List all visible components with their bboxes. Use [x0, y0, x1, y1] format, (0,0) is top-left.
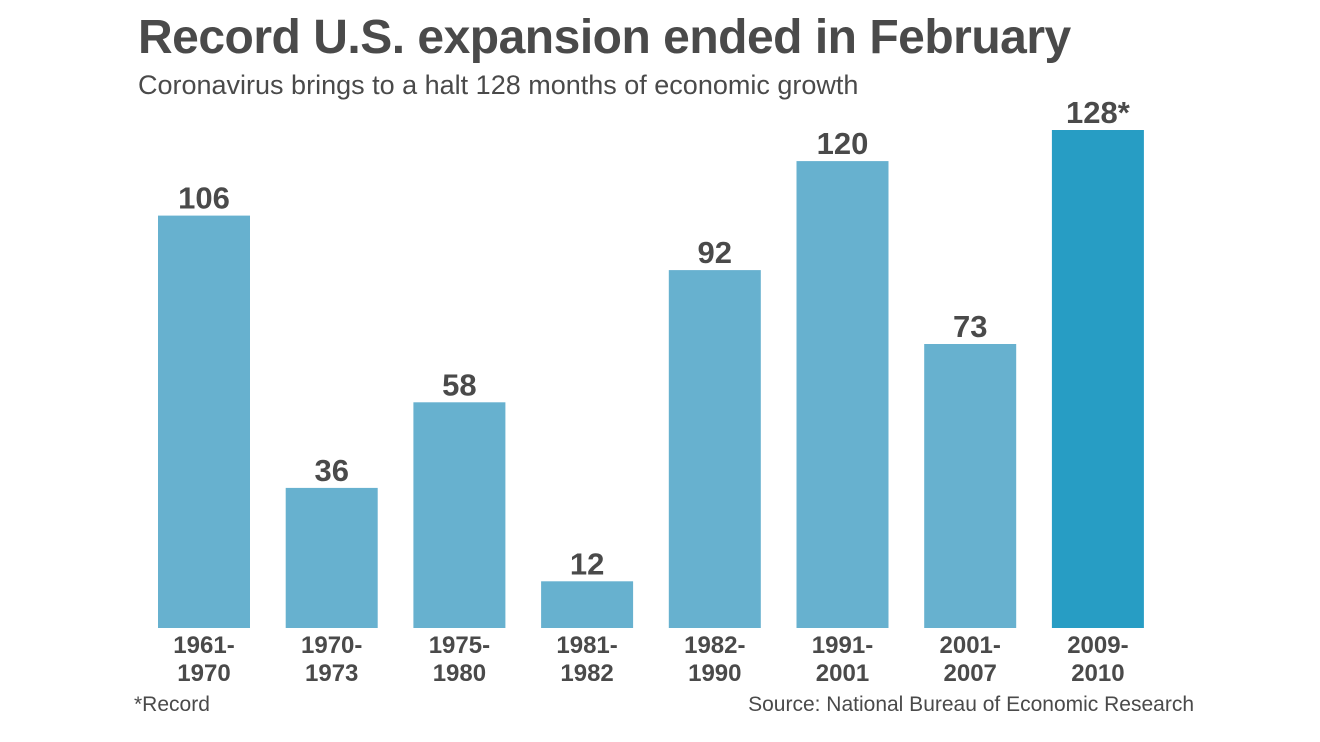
tick-label-2: 1975-1980 — [429, 632, 490, 687]
tick-label-line: 1973 — [305, 660, 358, 687]
bar-0 — [158, 215, 250, 628]
tick-label-line: 1982- — [684, 632, 745, 659]
bar-7 — [1051, 130, 1144, 628]
data-label-4: 92 — [698, 235, 732, 270]
tick-label-line: 1970 — [177, 660, 230, 687]
tick-label-1: 1970-1973 — [301, 632, 362, 687]
bar-4 — [668, 270, 761, 628]
bar-2 — [413, 402, 506, 628]
data-label-0: 106 — [178, 181, 230, 216]
data-label-1: 36 — [314, 453, 348, 488]
data-label-3: 12 — [570, 546, 604, 581]
tick-label-line: 1975- — [429, 632, 490, 659]
tick-label-line: 2010 — [1071, 660, 1124, 687]
tick-label-3: 1981-1982 — [556, 632, 617, 687]
tick-label-line: 2001 — [816, 660, 869, 687]
tick-label-line: 1991- — [812, 632, 873, 659]
tick-label-5: 1991-2001 — [812, 632, 873, 687]
tick-label-line: 1970- — [301, 632, 362, 659]
tick-label-line: 1982 — [560, 660, 613, 687]
tick-label-line: 2009- — [1067, 632, 1128, 659]
source-note: Source: National Bureau of Economic Rese… — [748, 693, 1194, 716]
data-label-7: 128* — [1066, 95, 1131, 130]
data-label-5: 120 — [817, 126, 869, 161]
tick-label-7: 2009-2010 — [1067, 632, 1128, 687]
tick-label-6: 2001-2007 — [940, 632, 1001, 687]
data-label-6: 73 — [953, 309, 987, 344]
chart-subtitle: Coronavirus brings to a halt 128 months … — [138, 70, 859, 100]
bar-5 — [796, 161, 889, 628]
tick-label-line: 1961- — [173, 632, 234, 659]
tick-label-4: 1982-1990 — [684, 632, 745, 687]
tick-label-line: 2001- — [940, 632, 1001, 659]
bar-3 — [541, 581, 634, 628]
tick-label-line: 2007 — [944, 660, 997, 687]
data-label-2: 58 — [442, 367, 476, 402]
tick-label-line: 1981- — [556, 632, 617, 659]
tick-label-line: 1990 — [688, 660, 741, 687]
tick-label-0: 1961-1970 — [173, 632, 234, 687]
footnote: *Record — [134, 693, 210, 716]
chart-title: Record U.S. expansion ended in February — [138, 11, 1071, 64]
bar-6 — [924, 344, 1017, 628]
bar-1 — [285, 487, 378, 628]
tick-label-line: 1980 — [433, 660, 486, 687]
